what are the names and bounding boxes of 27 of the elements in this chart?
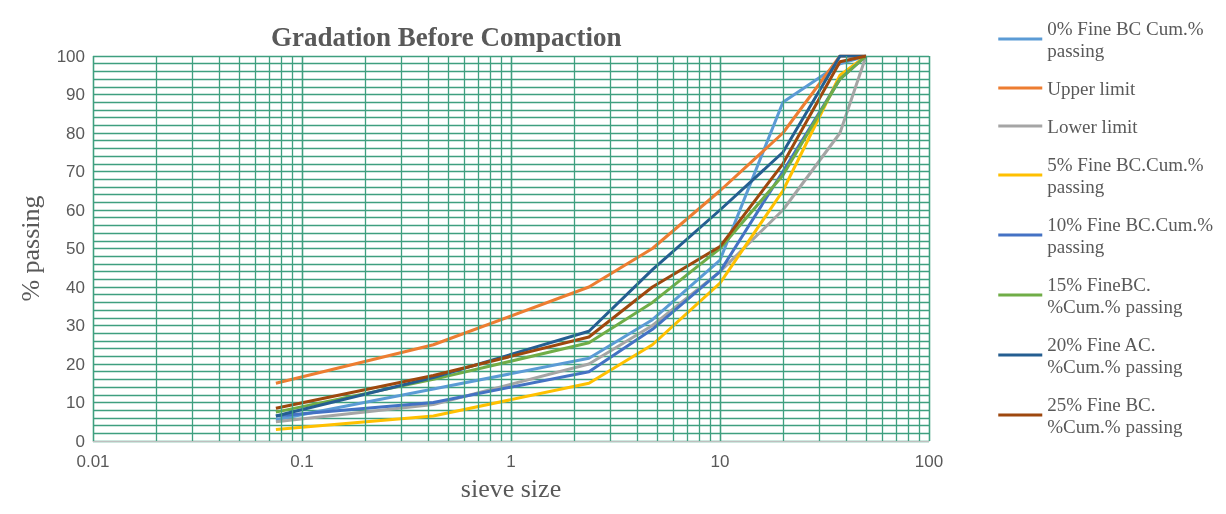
y-tick-label: 50 bbox=[66, 239, 85, 258]
legend-label: 15% FineBC. %Cum.% passing bbox=[1047, 273, 1183, 317]
legend-label: 20% Fine AC. %Cum.% passing bbox=[1047, 333, 1183, 377]
y-axis-title: % passing bbox=[15, 195, 45, 302]
chart-title: Gradation Before Compaction bbox=[271, 21, 622, 52]
y-tick-label: 70 bbox=[66, 162, 85, 181]
x-axis-title: sieve size bbox=[460, 473, 562, 503]
y-tick-label: 60 bbox=[66, 200, 85, 220]
legend-label: 25% Fine BC. %Cum.% passing bbox=[1047, 393, 1183, 437]
legend-label: Lower limit bbox=[1047, 115, 1139, 137]
y-tick-label: 40 bbox=[66, 277, 85, 297]
x-tick-label: 0.1 bbox=[290, 452, 314, 471]
legend-label: 10% Fine BC.Cum.% passing bbox=[1047, 213, 1214, 257]
legend-label: Upper limit bbox=[1047, 77, 1137, 99]
y-tick-label: 20 bbox=[66, 354, 85, 374]
y-tick-label: 90 bbox=[66, 85, 85, 104]
y-tick-label: 10 bbox=[66, 393, 85, 412]
x-tick-label: 10 bbox=[710, 452, 730, 471]
y-tick-label: 0 bbox=[75, 431, 85, 451]
y-tick-label: 80 bbox=[66, 123, 85, 143]
x-tick-label: 0.01 bbox=[76, 452, 110, 471]
legend-label: 5% Fine BC.Cum.% passing bbox=[1047, 153, 1204, 197]
x-tick-label: 1 bbox=[506, 452, 516, 471]
y-tick-label: 100 bbox=[56, 46, 85, 66]
y-tick-label: 30 bbox=[66, 316, 85, 335]
x-tick-label: 100 bbox=[914, 452, 944, 471]
legend-label: 0% Fine BC Cum.% passing bbox=[1047, 17, 1204, 61]
